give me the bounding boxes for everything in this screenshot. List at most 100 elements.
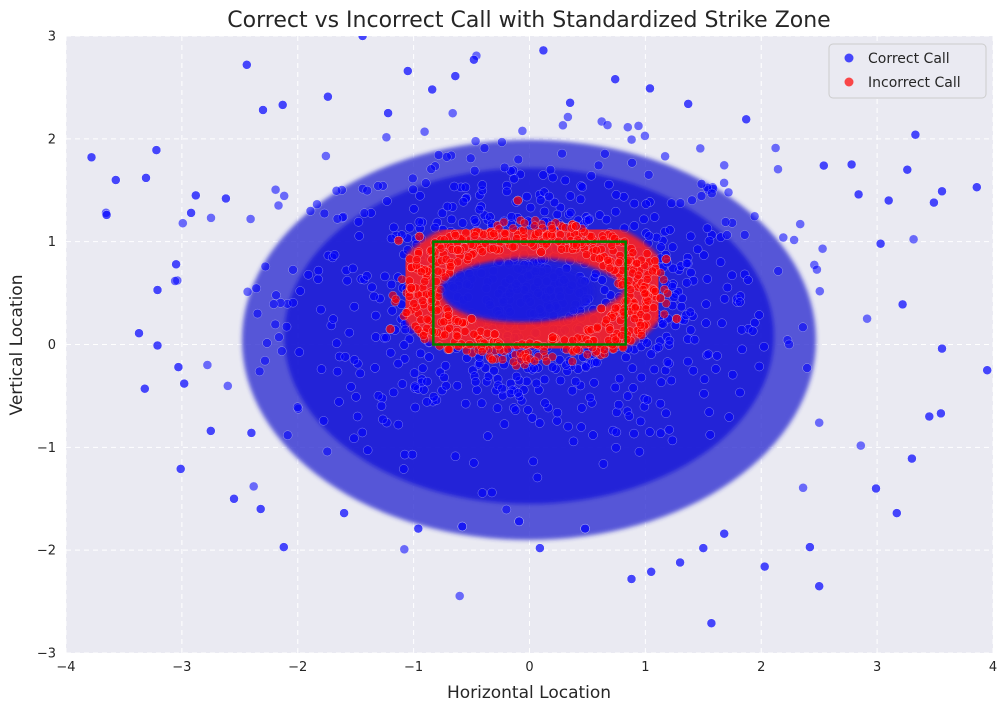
correct-call-point <box>349 433 359 443</box>
correct-call-point <box>668 242 678 252</box>
correct-call-point <box>902 164 913 175</box>
correct-call-point <box>687 195 697 206</box>
y-tick-label: 3 <box>48 30 56 45</box>
correct-call-point <box>388 387 399 398</box>
incorrect-call-point <box>600 345 609 355</box>
correct-call-point <box>376 401 387 411</box>
incorrect-call-point <box>649 303 658 313</box>
correct-call-point <box>748 326 758 336</box>
correct-call-point <box>897 299 908 310</box>
correct-call-point <box>332 214 343 224</box>
correct-call-point <box>711 364 721 374</box>
x-tick-label: −1 <box>404 660 423 675</box>
correct-call-point <box>723 187 734 198</box>
correct-call-point <box>329 250 340 260</box>
correct-call-point <box>611 427 622 437</box>
incorrect-call-point <box>463 252 473 262</box>
correct-call-point <box>363 445 373 455</box>
incorrect-call-point <box>502 344 512 354</box>
correct-call-point <box>717 318 727 328</box>
correct-call-point <box>624 411 634 421</box>
incorrect-call-point <box>591 245 601 255</box>
correct-call-point <box>400 324 410 335</box>
correct-call-point <box>288 265 298 275</box>
correct-call-point <box>424 352 434 362</box>
correct-call-point <box>499 162 510 173</box>
correct-call-point <box>737 325 747 335</box>
correct-call-point <box>702 274 712 284</box>
correct-call-point <box>152 340 163 351</box>
incorrect-call-point <box>633 270 643 280</box>
incorrect-call-point <box>530 356 540 366</box>
incorrect-call-point <box>489 329 500 339</box>
correct-call-point <box>328 314 338 324</box>
correct-call-point <box>221 193 231 204</box>
incorrect-call-dense-points <box>388 215 673 371</box>
correct-call-point <box>352 411 363 422</box>
correct-call-point <box>441 381 451 391</box>
incorrect-call-point <box>416 267 426 277</box>
correct-call-point <box>627 363 638 373</box>
correct-call-point <box>722 230 732 240</box>
correct-call-point <box>497 137 507 147</box>
correct-call-point <box>111 175 121 185</box>
correct-call-point <box>429 392 439 402</box>
correct-call-point <box>378 414 388 425</box>
incorrect-call-point <box>466 314 477 324</box>
correct-call-point <box>704 236 715 246</box>
correct-call-point <box>750 318 760 328</box>
correct-call-point <box>141 173 151 183</box>
correct-call-point <box>492 403 503 413</box>
incorrect-call-point <box>571 221 581 231</box>
correct-call-point <box>575 194 586 205</box>
correct-call-point <box>477 488 488 498</box>
correct-call-point <box>614 373 625 384</box>
correct-call-point <box>568 436 579 447</box>
correct-call-point <box>321 151 331 161</box>
correct-call-point <box>380 271 390 282</box>
incorrect-call-point <box>628 248 638 258</box>
incorrect-call-point <box>572 344 582 354</box>
correct-call-point <box>206 213 216 223</box>
correct-call-point <box>513 154 523 165</box>
correct-call-point <box>557 148 567 159</box>
correct-call-point <box>489 366 499 376</box>
correct-call-point <box>405 222 415 233</box>
correct-call-point <box>646 349 656 359</box>
correct-call-point <box>611 190 621 200</box>
correct-call-point <box>545 165 556 175</box>
correct-call-point <box>426 164 436 174</box>
correct-call-point <box>698 543 709 553</box>
correct-call-point <box>814 581 824 591</box>
correct-call-point <box>639 214 649 225</box>
correct-call-point <box>397 379 408 389</box>
incorrect-call-point <box>520 218 529 228</box>
incorrect-call-point <box>439 317 449 327</box>
correct-call-point <box>362 271 372 281</box>
correct-call-point <box>522 191 532 202</box>
correct-call-point <box>323 91 333 102</box>
correct-call-point <box>354 231 364 241</box>
incorrect-call-point <box>391 294 401 304</box>
strike-zone-rectangle <box>432 240 627 346</box>
incorrect-call-point <box>420 276 430 286</box>
incorrect-call-point <box>637 330 646 340</box>
correct-call-point <box>477 180 487 190</box>
x-tick-label: 1 <box>641 660 649 675</box>
correct-call-point <box>666 375 676 386</box>
correct-call-point <box>588 430 598 440</box>
correct-call-point <box>685 307 695 317</box>
incorrect-call-point <box>488 243 498 253</box>
correct-call-point <box>206 426 216 436</box>
correct-call-point <box>399 464 409 474</box>
correct-call-point <box>101 210 112 220</box>
incorrect-call-point <box>443 310 453 320</box>
incorrect-call-point <box>659 275 669 285</box>
correct-call-point <box>487 487 497 498</box>
correct-call-point <box>576 422 586 432</box>
correct-call-point <box>399 544 409 554</box>
incorrect-call-point <box>453 316 463 326</box>
correct-call-point <box>288 298 298 308</box>
correct-call-point <box>313 265 324 276</box>
